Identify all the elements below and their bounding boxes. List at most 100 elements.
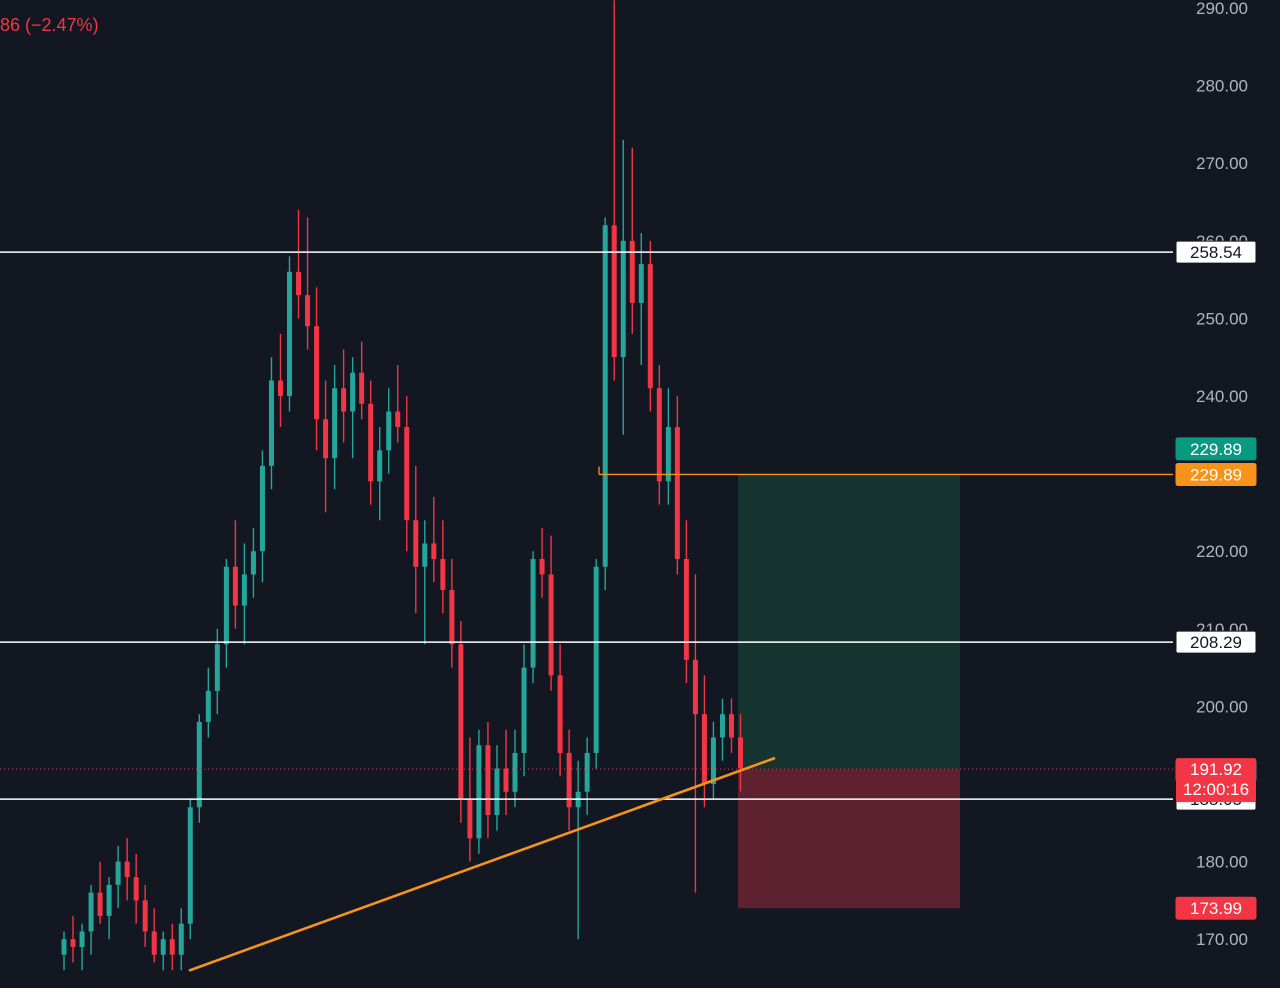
candle-body <box>656 388 662 482</box>
candle <box>115 846 121 909</box>
candle <box>223 558 229 668</box>
candle <box>70 915 76 963</box>
candle-body <box>404 427 410 521</box>
candle-body <box>494 768 500 816</box>
position-zones <box>738 474 960 909</box>
candle-body <box>214 644 220 691</box>
candle-body <box>97 892 103 916</box>
candle-body <box>665 427 671 482</box>
candle-body <box>350 372 356 412</box>
candle-body <box>79 931 85 947</box>
candle <box>88 884 94 955</box>
candle <box>386 388 392 474</box>
candle-body <box>395 411 401 428</box>
candle-body <box>241 574 247 606</box>
current-price-value: 191.92 <box>1190 760 1242 779</box>
candle-body <box>692 659 698 715</box>
candle-body <box>584 752 590 792</box>
candle <box>620 139 626 435</box>
candle-body <box>133 877 139 901</box>
candle-body <box>359 372 365 404</box>
level-price-tag-bg <box>1175 240 1257 264</box>
candle-body <box>521 667 527 753</box>
trendline[interactable] <box>188 757 776 972</box>
candle-body <box>566 752 572 808</box>
candle <box>250 527 256 598</box>
candle <box>683 520 689 684</box>
candle <box>539 527 545 598</box>
axis-price-tag-bg <box>1175 896 1257 920</box>
candle-body <box>738 737 743 769</box>
candle <box>79 923 85 971</box>
candle-body <box>701 714 707 784</box>
candle-body <box>611 225 617 358</box>
candle <box>557 644 563 777</box>
y-tick-label: 280.00 <box>1196 77 1248 96</box>
candle-body <box>115 861 121 885</box>
candle-body <box>178 923 184 955</box>
candle-body <box>485 745 491 816</box>
candle-body <box>512 752 518 792</box>
price-change-label: 86 (−2.47%) <box>0 15 99 35</box>
current-price-tag-bg <box>1176 758 1256 803</box>
candle <box>196 714 202 823</box>
candle-body <box>503 768 509 792</box>
candle <box>106 877 112 940</box>
candle <box>323 380 329 513</box>
y-tick-label: 240.00 <box>1196 387 1248 406</box>
level-price-tag: 258.54 <box>1175 240 1257 264</box>
candle <box>287 256 292 412</box>
candle-body <box>287 271 292 396</box>
candle <box>178 908 184 971</box>
candle <box>422 520 428 645</box>
candle <box>377 427 383 521</box>
candle-body <box>259 465 265 552</box>
candle-body <box>305 295 311 327</box>
candle <box>404 396 410 552</box>
candle <box>259 450 265 583</box>
candle-body <box>467 799 473 839</box>
candle-body <box>187 807 193 924</box>
candle-body <box>341 388 347 412</box>
candle-body <box>205 690 211 722</box>
candle <box>719 698 725 761</box>
candle <box>305 217 311 350</box>
candle-body <box>638 264 644 303</box>
candle <box>142 884 148 947</box>
candle-body <box>548 574 554 676</box>
candle <box>268 357 274 490</box>
candles <box>61 0 743 971</box>
target-price-tag-bg <box>1175 462 1257 486</box>
candle <box>701 675 707 808</box>
candle-body <box>413 520 419 567</box>
candle <box>160 931 166 971</box>
candle-body <box>674 427 680 559</box>
candle-body <box>268 380 274 466</box>
candle-body <box>458 644 464 800</box>
candle-body <box>88 892 94 932</box>
candle-body <box>422 543 428 567</box>
candle <box>359 341 365 420</box>
candle <box>548 535 554 691</box>
candle-body <box>440 558 446 590</box>
candle-body <box>593 566 599 753</box>
loss-zone <box>738 769 960 909</box>
level-price-tag: 208.29 <box>1175 630 1257 654</box>
candle-body <box>61 939 67 955</box>
candle-body <box>476 745 482 839</box>
candle <box>530 551 536 684</box>
candle-body <box>719 714 725 738</box>
candle-body <box>710 737 716 784</box>
candle-body <box>296 271 302 296</box>
axis-price-tag-bg <box>1175 437 1257 461</box>
candle <box>341 349 347 443</box>
candle <box>277 333 283 428</box>
candle <box>738 714 743 792</box>
candle-body <box>620 240 626 358</box>
candle <box>476 729 482 854</box>
candle <box>512 729 518 808</box>
countdown-timer: 12:00:16 <box>1183 780 1249 799</box>
